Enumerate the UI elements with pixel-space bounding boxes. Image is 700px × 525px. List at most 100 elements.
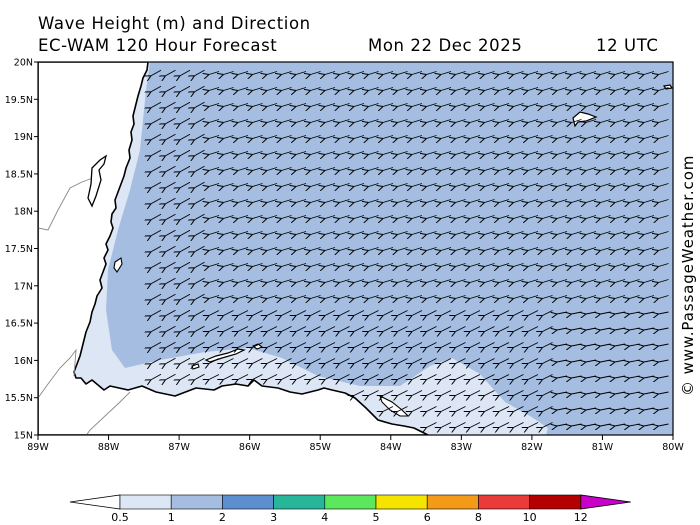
- wave-arrow: [485, 231, 495, 235]
- wave-arrow: [340, 279, 350, 283]
- wave-arrow: [369, 87, 379, 91]
- wave-arrow: [543, 87, 553, 91]
- wave-arrow: [354, 167, 365, 171]
- wave-arrow: [499, 358, 510, 364]
- wave-arrow: [325, 71, 336, 75]
- wave-arrow: [427, 87, 437, 91]
- wave-arrow: [528, 358, 539, 364]
- wave-arrow: [572, 231, 582, 235]
- wave-arrow: [659, 391, 669, 394]
- wave-arrow: [267, 135, 278, 139]
- wave-arrow: [615, 215, 626, 219]
- wave-arrow: [296, 167, 307, 171]
- wave-arrow: [311, 135, 321, 139]
- wave-arrow: [499, 215, 510, 219]
- wave-arrow: [282, 151, 292, 155]
- latitude-axis: 20N 19.5N 19N 18.5N 18N 17.5N 17N 16.5N 16N 15.5N…: [5, 58, 38, 442]
- wave-arrow: [586, 167, 597, 171]
- wave-arrow: [195, 261, 205, 268]
- wave-arrow: [514, 167, 524, 171]
- wave-arrow: [238, 183, 249, 187]
- wave-arrow: [383, 295, 394, 299]
- wave-arrow: [456, 87, 466, 91]
- wave-arrow: [267, 183, 278, 187]
- wave-arrow: [398, 358, 408, 364]
- wave-arrow: [267, 279, 278, 283]
- wave-arrow: [238, 135, 249, 139]
- wave-arrow: [586, 215, 597, 219]
- wave-arrow: [195, 165, 205, 172]
- wave-arrow: [296, 279, 307, 283]
- wave-arrow: [499, 310, 510, 316]
- wave-arrow: [499, 167, 510, 171]
- wave-arrow: [412, 279, 423, 283]
- wave-arrow: [514, 215, 524, 219]
- wave-arrow: [470, 183, 481, 187]
- wave-arrow: [369, 119, 379, 123]
- wave-arrow: [528, 295, 539, 299]
- wave-arrow: [514, 342, 524, 348]
- wave-arrow: [296, 374, 307, 380]
- wave-arrow: [543, 135, 553, 139]
- wave-arrow: [499, 135, 510, 139]
- wave-arrow: [224, 295, 234, 299]
- wave-arrow: [485, 215, 495, 219]
- wave-arrow: [224, 247, 234, 251]
- wave-arrow: [282, 231, 292, 235]
- wave-arrow: [528, 87, 539, 91]
- wave-arrow: [398, 310, 408, 316]
- wave-arrow: [311, 295, 321, 299]
- wave-arrow: [398, 71, 408, 75]
- wave-arrow: [325, 326, 336, 332]
- wave-arrow: [543, 119, 553, 123]
- wave-arrow: [340, 167, 350, 171]
- wave-arrow: [601, 295, 611, 299]
- wave-arrow: [441, 71, 452, 75]
- wave-arrow: [586, 119, 597, 123]
- wave-arrow: [659, 151, 669, 155]
- wave-arrow: [224, 103, 234, 107]
- wave-arrow: [412, 103, 423, 107]
- wave-arrow: [514, 263, 524, 267]
- colorbar-tick-label: 3: [270, 511, 277, 524]
- wave-arrow: [267, 199, 278, 203]
- wave-arrow: [398, 87, 408, 91]
- wave-arrow: [369, 103, 379, 107]
- wave-arrow: [267, 342, 278, 348]
- forecast-date: Mon 22 Dec 2025: [368, 36, 523, 55]
- wave-arrow: [180, 229, 191, 236]
- wave-arrow: [528, 71, 539, 75]
- wave-arrow: [427, 342, 437, 348]
- wave-arrow: [543, 199, 553, 203]
- wave-arrow: [427, 406, 437, 412]
- wave-arrow: [543, 247, 553, 251]
- wave-arrow: [398, 151, 408, 155]
- wave-arrow: [354, 310, 365, 316]
- wave-arrow: [383, 247, 394, 251]
- wave-arrow: [412, 342, 423, 348]
- wave-arrow: [412, 167, 423, 171]
- wave-arrow: [630, 151, 640, 155]
- wave-arrow: [543, 374, 553, 380]
- wave-arrow: [441, 231, 452, 235]
- wave-arrow: [470, 358, 481, 364]
- wave-arrow: [369, 279, 379, 283]
- wave-arrow: [398, 342, 408, 348]
- wave-arrow: [180, 101, 191, 108]
- wave-arrow: [325, 295, 336, 299]
- wave-arrow: [572, 247, 582, 251]
- wave-arrow: [470, 103, 481, 107]
- wave-arrow: [601, 151, 611, 155]
- colorbar-segment: [170, 494, 223, 510]
- wave-arrow: [354, 87, 365, 91]
- wave-arrow: [557, 135, 568, 139]
- wave-arrow: [238, 342, 249, 348]
- colorbar-segment: [375, 494, 428, 510]
- wave-arrow: [441, 167, 452, 171]
- wave-arrow: [528, 183, 539, 187]
- wave-arrow: [195, 309, 205, 316]
- wave-arrow: [528, 215, 539, 219]
- wave-arrow: [166, 309, 176, 316]
- wave-arrow: [615, 135, 626, 139]
- wave-arrow: [456, 374, 466, 380]
